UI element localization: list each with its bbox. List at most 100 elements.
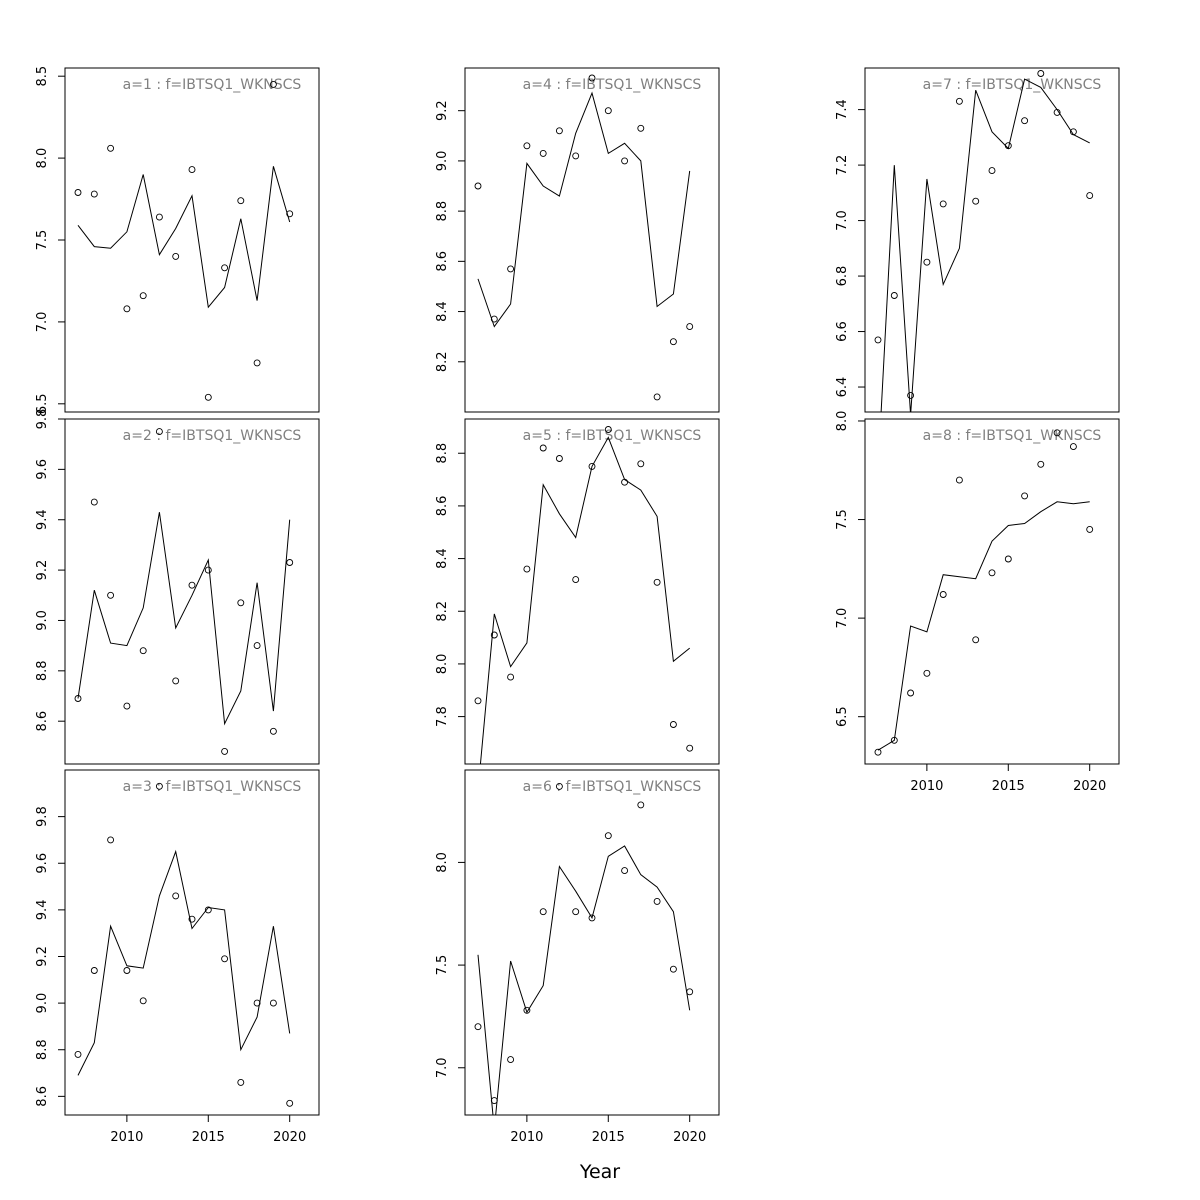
observed-point bbox=[604, 426, 612, 433]
observed-point bbox=[204, 566, 212, 574]
panel-title: a=5 : f=IBTSQ1_WKNSCS bbox=[523, 428, 702, 444]
x-tick-label: 2020 bbox=[273, 1130, 306, 1145]
observed-point bbox=[604, 832, 612, 840]
observed-point bbox=[490, 631, 498, 639]
plot-area bbox=[474, 74, 694, 401]
observed-point bbox=[669, 338, 677, 346]
observed-point bbox=[507, 1056, 515, 1064]
y-tick-label: 7.0 bbox=[835, 210, 850, 231]
y-tick-label: 6.4 bbox=[835, 377, 850, 398]
observed-point bbox=[669, 965, 677, 973]
y-tick-label: 9.8 bbox=[35, 409, 50, 430]
y-tick-label: 8.8 bbox=[435, 443, 450, 464]
panel-frame bbox=[464, 769, 720, 1116]
observed-point bbox=[621, 157, 629, 165]
x-tick-label: 2020 bbox=[1073, 779, 1106, 794]
observed-point bbox=[555, 127, 563, 135]
observed-point bbox=[490, 1097, 498, 1105]
observed-point bbox=[988, 569, 996, 577]
y-tick-label: 7.0 bbox=[835, 608, 850, 629]
y-tick-label: 8.2 bbox=[435, 351, 450, 372]
observed-point bbox=[653, 578, 661, 586]
y-tick-label: 8.0 bbox=[435, 654, 450, 675]
observed-point bbox=[653, 393, 661, 401]
x-tick-label: 2010 bbox=[910, 779, 943, 794]
y-tick-label: 9.6 bbox=[35, 853, 50, 874]
y-tick-label: 9.4 bbox=[35, 900, 50, 921]
fitted-line bbox=[77, 849, 291, 1076]
observed-point bbox=[269, 999, 277, 1007]
observed-point bbox=[139, 647, 147, 655]
fitted-line bbox=[479, 436, 691, 764]
observed-point bbox=[74, 695, 82, 702]
observed-point bbox=[1037, 70, 1045, 77]
y-tick-label: 6.5 bbox=[35, 393, 50, 414]
x-tick-label: 2015 bbox=[592, 1130, 625, 1145]
observed-point bbox=[90, 190, 98, 198]
observed-point bbox=[1037, 460, 1045, 468]
y-tick-label: 9.8 bbox=[35, 806, 50, 827]
observed-point bbox=[269, 727, 277, 735]
observed-point bbox=[221, 955, 229, 963]
observed-point bbox=[555, 782, 563, 790]
observed-point bbox=[637, 460, 645, 468]
y-tick-label: 8.2 bbox=[435, 601, 450, 622]
observed-point bbox=[923, 258, 931, 266]
panel-title: a=8 : f=IBTSQ1_WKNSCS bbox=[923, 428, 1102, 444]
y-tick-label: 6.5 bbox=[835, 706, 850, 727]
observed-point bbox=[1004, 142, 1012, 150]
x-tick-label: 2015 bbox=[992, 779, 1025, 794]
y-tick-label: 8.6 bbox=[435, 496, 450, 517]
y-tick-label: 8.8 bbox=[435, 201, 450, 222]
y-tick-label: 8.4 bbox=[435, 301, 450, 322]
observed-point bbox=[123, 967, 131, 974]
observed-point bbox=[155, 213, 163, 221]
y-tick-label: 8.5 bbox=[35, 66, 50, 87]
observed-point bbox=[539, 444, 547, 452]
panel-frame bbox=[64, 418, 320, 765]
observed-point bbox=[155, 428, 163, 436]
panel-a5: a=5 : f=IBTSQ1_WKNSCS 7.8 8.0 8.2 8.4 8.6 8.8 bbox=[435, 418, 720, 765]
observed-point bbox=[172, 252, 180, 260]
y-tick-label: 7.8 bbox=[435, 706, 450, 727]
observed-point bbox=[621, 867, 629, 875]
y-tick-label: 6.8 bbox=[835, 266, 850, 287]
observed-point bbox=[955, 476, 963, 484]
observed-point bbox=[286, 210, 294, 218]
observed-point bbox=[155, 782, 163, 790]
observed-point bbox=[1086, 192, 1094, 200]
panel-a3: a=3 : f=IBTSQ1_WKNSCS 8.6 8.8 9.0 9.2 9.4 9.6 9… bbox=[35, 769, 320, 1145]
observed-point bbox=[107, 836, 115, 844]
y-tick-label: 8.6 bbox=[435, 251, 450, 272]
observed-point bbox=[107, 144, 115, 152]
observed-point bbox=[1004, 555, 1012, 563]
observed-point bbox=[621, 478, 629, 486]
observed-point bbox=[890, 292, 898, 299]
observed-point bbox=[123, 702, 131, 710]
y-tick-label: 9.2 bbox=[35, 560, 50, 581]
x-tick-label: 2020 bbox=[673, 1130, 706, 1145]
y-tick-label: 8.0 bbox=[35, 148, 50, 169]
panel-frame bbox=[64, 769, 320, 1116]
observed-point bbox=[253, 642, 261, 650]
y-tick-label: 7.0 bbox=[435, 1057, 450, 1078]
observed-point bbox=[237, 599, 245, 607]
observed-point bbox=[172, 892, 180, 900]
observed-point bbox=[123, 305, 131, 313]
y-tick-label: 6.6 bbox=[835, 321, 850, 342]
observed-point bbox=[139, 997, 147, 1005]
y-tick-label: 7.0 bbox=[35, 312, 50, 333]
y-tick-label: 8.4 bbox=[435, 548, 450, 569]
observed-point bbox=[1053, 108, 1061, 116]
fitted-line bbox=[880, 78, 1090, 412]
observed-point bbox=[604, 107, 612, 115]
observed-point bbox=[107, 591, 115, 599]
observed-point bbox=[637, 124, 645, 132]
plot-area bbox=[874, 70, 1094, 412]
observed-point bbox=[669, 721, 677, 728]
observed-point bbox=[588, 914, 596, 922]
observed-point bbox=[588, 462, 596, 470]
y-tick-label: 9.2 bbox=[35, 946, 50, 967]
observed-point bbox=[204, 393, 212, 401]
